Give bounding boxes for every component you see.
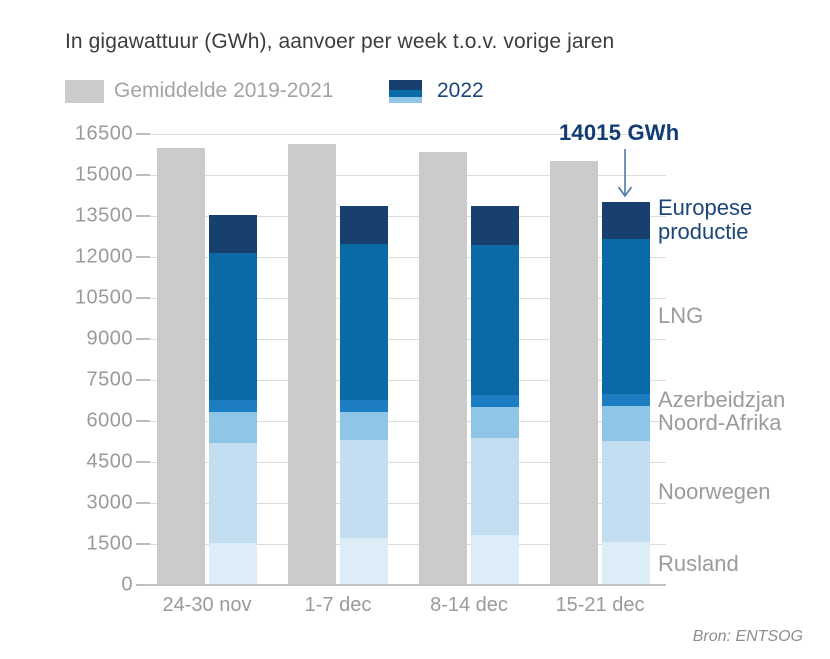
y-axis-label: 7500	[86, 368, 133, 391]
y-axis-label: 4500	[86, 450, 133, 473]
y-axis-label: 9000	[86, 327, 133, 350]
x-axis-label: 8-14 dec	[430, 594, 508, 616]
x-axis-label: 1-7 dec	[304, 594, 372, 616]
bar-segment-noorwegen	[602, 440, 650, 543]
gridline	[145, 174, 666, 176]
y-axis-tick	[136, 379, 150, 381]
right-label-lng: LNG	[658, 303, 704, 329]
y-axis-label: 6000	[86, 409, 133, 432]
legend-label-2022: 2022	[437, 79, 484, 102]
y-axis-label: 3000	[86, 491, 133, 514]
bar-segment-rusland	[340, 537, 388, 585]
right-label-rusland: Rusland	[658, 550, 739, 576]
y-axis-tick	[136, 297, 150, 299]
gridline	[145, 338, 666, 340]
chart-title: In gigawattuur (GWh), aanvoer per week t…	[65, 30, 615, 53]
legend-stripe-medium	[389, 90, 422, 97]
bar-segment-azerbeidzjan	[602, 393, 650, 406]
bar-segment-noorwegen	[340, 439, 388, 538]
y-axis-label: 13500	[74, 204, 133, 227]
x-axis-label: 15-21 dec	[555, 594, 645, 616]
bar-segment-noord-afrika	[471, 406, 519, 438]
y-axis-tick	[136, 256, 150, 258]
y-axis-label: 0	[121, 573, 133, 596]
bar-segment-rusland	[209, 543, 257, 585]
y-axis-tick	[136, 174, 150, 176]
y-axis-label: 10500	[74, 286, 133, 309]
bar-segment-europese-productie	[340, 205, 388, 244]
y-axis-tick	[136, 215, 150, 217]
source-credit: Bron: ENTSOG	[692, 628, 803, 645]
right-label-noord-afrika: Noord-Afrika	[658, 410, 782, 436]
right-label-europese-productie: Europese productie	[658, 195, 753, 245]
bar-segment-rusland	[471, 534, 519, 585]
gridline	[145, 379, 666, 381]
y-axis-tick	[136, 461, 150, 463]
legend-stripe-dark	[389, 80, 422, 90]
average-bar	[157, 147, 205, 585]
y-axis-tick	[136, 420, 150, 422]
average-bar	[288, 143, 336, 585]
x-axis-label: 24-30 nov	[162, 594, 252, 616]
gridline	[145, 215, 666, 217]
bar-segment-azerbeidzjan	[340, 399, 388, 412]
legend-swatch-average	[65, 80, 104, 103]
legend-stripe-light	[389, 97, 422, 103]
bar-segment-europese-productie	[602, 201, 650, 239]
y-axis-tick	[136, 584, 150, 586]
legend-swatch-2022	[389, 80, 422, 103]
bar-segment-rusland	[602, 542, 650, 585]
gridline	[145, 543, 666, 545]
bar-segment-lng	[471, 244, 519, 395]
bar-segment-noorwegen	[209, 443, 257, 544]
y-axis-tick	[136, 338, 150, 340]
gridline	[145, 420, 666, 422]
bar-segment-lng	[340, 243, 388, 400]
average-bar	[419, 151, 467, 585]
y-axis-label: 16500	[74, 122, 133, 145]
bar-segment-noorwegen	[471, 437, 519, 535]
bar-segment-lng	[209, 253, 257, 401]
bar-segment-lng	[602, 238, 650, 394]
y-axis-label: 15000	[74, 163, 133, 186]
right-label-noorwegen: Noorwegen	[658, 478, 771, 504]
bar-segment-europese-productie	[209, 215, 257, 254]
annotation-arrow-icon	[617, 149, 633, 198]
y-axis-label: 12000	[74, 245, 133, 268]
gridline	[145, 133, 666, 135]
bar-segment-europese-productie	[471, 205, 519, 245]
bar-segment-azerbeidzjan	[209, 400, 257, 413]
bar-segment-noord-afrika	[602, 405, 650, 441]
gridline	[145, 297, 666, 299]
right-label-azerbeidzjan: Azerbeidzjan	[658, 386, 786, 412]
y-axis-tick	[136, 502, 150, 504]
legend-label-average: Gemiddelde 2019-2021	[114, 79, 334, 102]
annotation-text: 14015 GWh	[559, 120, 680, 145]
gridline	[145, 256, 666, 258]
gridline	[145, 461, 666, 463]
x-axis-baseline	[145, 584, 666, 586]
y-axis-label: 1500	[86, 532, 133, 555]
average-bar	[550, 161, 598, 585]
y-axis-tick	[136, 133, 150, 135]
bar-segment-azerbeidzjan	[471, 394, 519, 407]
y-axis-tick	[136, 543, 150, 545]
bar-segment-noord-afrika	[209, 412, 257, 444]
gridline	[145, 502, 666, 504]
bar-segment-noord-afrika	[340, 411, 388, 440]
